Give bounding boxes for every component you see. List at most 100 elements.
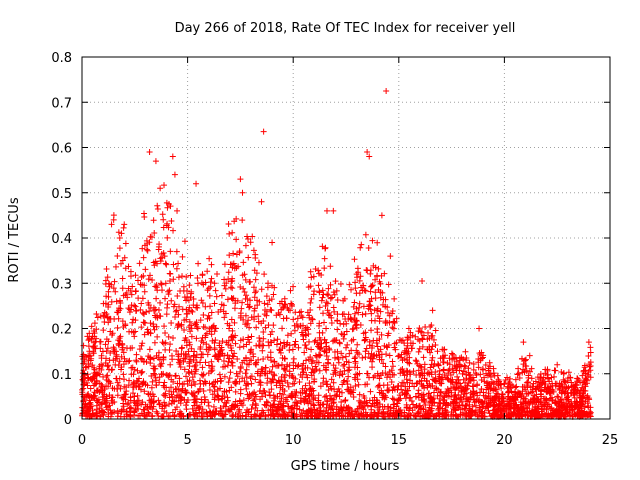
data-point [574, 375, 581, 382]
data-point [91, 395, 98, 402]
data-point [239, 189, 246, 196]
data-point [194, 280, 201, 287]
data-point [173, 307, 180, 314]
data-point [103, 265, 110, 272]
data-point [575, 376, 582, 383]
data-point [307, 299, 314, 306]
data-point [139, 381, 146, 388]
data-point [159, 211, 166, 218]
data-point [207, 279, 214, 286]
data-point [357, 399, 364, 406]
data-point [560, 370, 567, 377]
data-point [346, 350, 353, 357]
data-point [148, 396, 155, 403]
data-point [227, 261, 234, 268]
data-point [353, 290, 360, 297]
data-point [204, 287, 211, 294]
data-point [246, 324, 253, 331]
data-point [221, 282, 228, 289]
data-point [134, 277, 141, 284]
data-point [155, 306, 162, 313]
data-point [318, 340, 325, 347]
data-point [252, 276, 259, 283]
data-point [478, 399, 485, 406]
data-point [170, 276, 177, 283]
data-point [297, 390, 304, 397]
data-point [215, 397, 222, 404]
data-point [84, 333, 91, 340]
data-point [533, 386, 540, 393]
data-point [253, 361, 260, 368]
data-point [217, 347, 224, 354]
data-point [275, 377, 282, 384]
data-point [317, 336, 324, 343]
data-point [131, 393, 138, 400]
data-point [220, 364, 227, 371]
data-point [532, 399, 539, 406]
data-point [154, 333, 161, 340]
data-point [336, 372, 343, 379]
data-point [95, 399, 102, 406]
data-point [173, 404, 180, 411]
data-point [422, 401, 429, 408]
data-point [534, 395, 541, 402]
data-point [109, 366, 116, 373]
data-point [320, 310, 327, 317]
data-point [339, 371, 346, 378]
data-point [538, 393, 545, 400]
data-point [440, 359, 447, 366]
data-point [186, 324, 193, 331]
data-point [139, 340, 146, 347]
data-point [371, 353, 378, 360]
data-point [302, 382, 309, 389]
data-point [187, 272, 194, 279]
data-point [114, 309, 121, 316]
data-point [189, 391, 196, 398]
data-point [348, 337, 355, 344]
x-tick-label: 5 [183, 433, 191, 448]
data-point [206, 292, 213, 299]
data-point [301, 349, 308, 356]
data-point [325, 356, 332, 363]
data-point [273, 341, 280, 348]
data-point [252, 400, 259, 407]
data-point [98, 366, 105, 373]
data-point [213, 408, 220, 415]
data-point [372, 264, 379, 271]
data-point [151, 326, 158, 333]
data-point [339, 381, 346, 388]
data-point [264, 399, 271, 406]
data-point [578, 402, 585, 409]
data-point [414, 360, 421, 367]
data-point [94, 398, 101, 405]
data-point [445, 367, 452, 374]
data-point [222, 285, 229, 292]
data-point [218, 377, 225, 384]
data-point [581, 378, 588, 385]
data-point [212, 337, 219, 344]
data-point [477, 389, 484, 396]
data-point [247, 349, 254, 356]
data-point [425, 390, 432, 397]
data-point [111, 278, 118, 285]
data-point [104, 363, 111, 370]
data-point [404, 334, 411, 341]
data-point [156, 241, 163, 248]
data-point [286, 347, 293, 354]
data-point [255, 342, 262, 349]
data-point [311, 338, 318, 345]
data-point [98, 352, 105, 359]
data-point [158, 371, 165, 378]
data-point [324, 307, 331, 314]
data-point [374, 412, 381, 419]
data-point [360, 303, 367, 310]
data-point [365, 305, 372, 312]
data-point [157, 299, 164, 306]
data-point [245, 317, 252, 324]
chart-title: Day 266 of 2018, Rate Of TEC Index for r… [175, 21, 516, 36]
data-point [228, 344, 235, 351]
data-point [135, 405, 142, 412]
data-point [252, 254, 259, 261]
data-point [323, 343, 330, 350]
data-point [277, 378, 284, 385]
